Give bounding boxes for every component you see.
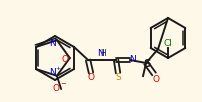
Text: −: − — [60, 81, 66, 87]
Text: N: N — [128, 54, 135, 64]
Text: O: O — [53, 84, 59, 93]
Text: N: N — [49, 39, 56, 48]
Text: N: N — [96, 49, 103, 59]
Text: +: + — [55, 66, 60, 71]
Text: S: S — [115, 74, 120, 83]
Text: Cl: Cl — [163, 38, 171, 48]
Text: O: O — [152, 74, 159, 84]
Text: O: O — [87, 74, 94, 83]
Text: H: H — [100, 49, 105, 59]
Text: O: O — [61, 54, 68, 64]
Text: N: N — [49, 68, 56, 77]
Text: S: S — [143, 59, 150, 69]
